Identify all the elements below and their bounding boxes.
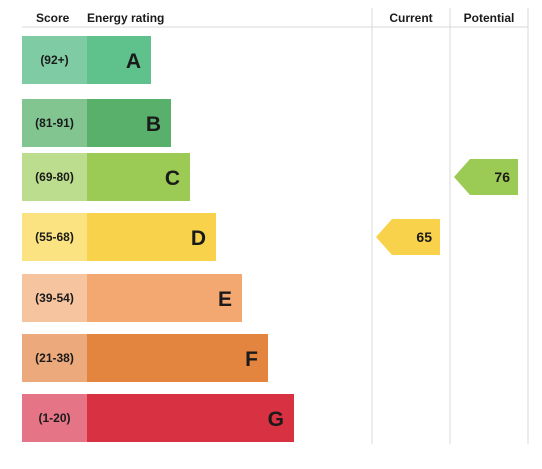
band-bar-b bbox=[87, 99, 171, 147]
band-bar-d bbox=[87, 213, 216, 261]
band-bar-g bbox=[87, 394, 294, 442]
header-potential: Potential bbox=[464, 11, 515, 25]
band-letter-f: F bbox=[245, 348, 258, 371]
header-score: Score bbox=[36, 11, 70, 25]
score-range-g: (1-20) bbox=[38, 411, 70, 425]
score-range-b: (81-91) bbox=[35, 116, 74, 130]
band-bar-f bbox=[87, 334, 268, 382]
band-bar-a bbox=[87, 36, 151, 84]
potential-rating-value: 76 bbox=[494, 169, 510, 185]
band-bar-e bbox=[87, 274, 242, 322]
rating-bands: (92+) A (81-91) B (69-80) C (55-68) D (39-54) E (2… bbox=[22, 36, 294, 442]
score-range-f: (21-38) bbox=[35, 351, 74, 365]
current-rating-arrow bbox=[376, 219, 440, 255]
current-rating-value: 65 bbox=[416, 229, 432, 245]
header-energy-rating: Energy rating bbox=[87, 11, 164, 25]
score-cell-f bbox=[22, 334, 87, 382]
score-range-c: (69-80) bbox=[35, 170, 74, 184]
band-letter-a: A bbox=[126, 50, 141, 73]
score-range-e: (39-54) bbox=[35, 291, 74, 305]
score-cell-b bbox=[22, 99, 87, 147]
score-range-d: (55-68) bbox=[35, 230, 74, 244]
score-cell-d bbox=[22, 213, 87, 261]
rating-markers: 65 76 bbox=[376, 159, 518, 255]
band-letter-g: G bbox=[268, 408, 284, 431]
band-letter-b: B bbox=[146, 113, 161, 136]
score-cell-e bbox=[22, 274, 87, 322]
band-bar-c bbox=[87, 153, 190, 201]
score-cell-c bbox=[22, 153, 87, 201]
band-letter-c: C bbox=[165, 167, 180, 190]
score-cell-a bbox=[22, 36, 87, 84]
score-cell-g bbox=[22, 394, 87, 442]
score-range-a: (92+) bbox=[40, 53, 68, 67]
header-current: Current bbox=[389, 11, 432, 25]
potential-rating-arrow bbox=[454, 159, 518, 195]
band-letter-e: E bbox=[218, 288, 232, 311]
chart-grid bbox=[22, 8, 529, 444]
band-letter-d: D bbox=[191, 227, 206, 250]
